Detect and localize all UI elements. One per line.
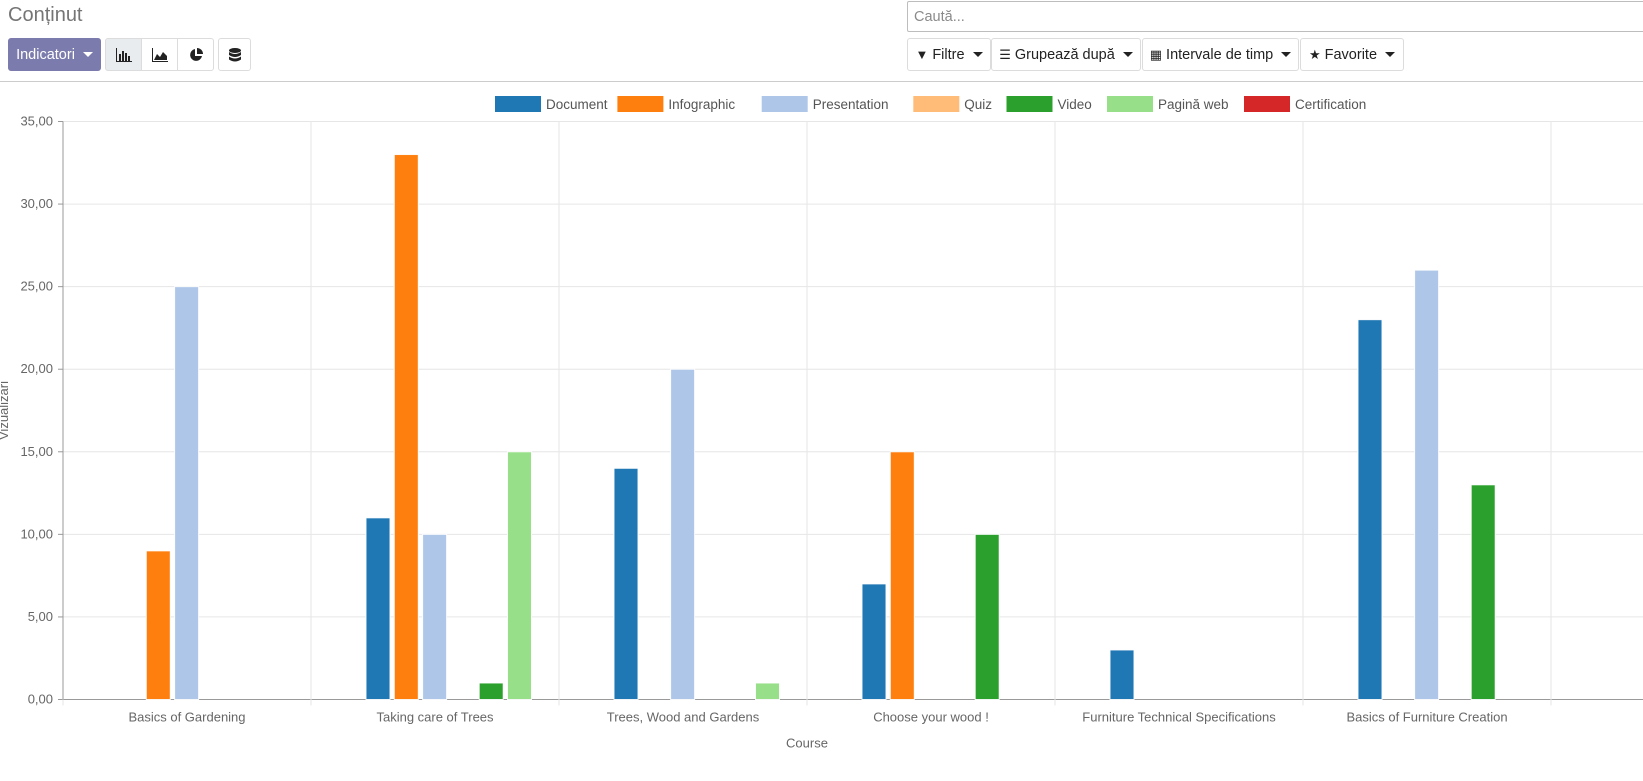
legend-swatch[interactable] (495, 96, 541, 112)
calendar-icon: ▦ (1149, 46, 1163, 62)
header-divider (0, 81, 1643, 82)
x-tick-label: Trees, Wood and Gardens (607, 710, 760, 725)
legend-swatch[interactable] (1006, 96, 1053, 112)
groupby-dropdown-button[interactable]: ☰ Grupează după (991, 38, 1141, 71)
bar-presentation[interactable] (670, 368, 696, 700)
legend-label[interactable]: Certification (1295, 97, 1366, 112)
bar-document[interactable] (613, 467, 639, 700)
bar-presentation[interactable] (174, 286, 200, 700)
measures-dropdown-button[interactable]: Indicatori (8, 38, 101, 71)
legend-label[interactable]: Infographic (668, 97, 735, 112)
favorites-label: Favorite (1324, 46, 1378, 63)
bar-video[interactable] (1470, 484, 1496, 701)
legend-label[interactable]: Presentation (813, 97, 889, 112)
x-tick-label: Basics of Furniture Creation (1346, 710, 1507, 725)
star-icon: ★ (1308, 46, 1321, 62)
legend-swatch[interactable] (1107, 96, 1153, 112)
bar-presentation[interactable] (422, 533, 448, 700)
groupby-label: Grupează după (1014, 46, 1115, 63)
bar-video[interactable] (974, 533, 1000, 700)
bar-document[interactable] (861, 583, 887, 700)
y-tick-label: 0,00 (28, 692, 53, 707)
y-axis-label: Vizualizări (0, 381, 11, 440)
caret-down-icon (972, 52, 983, 57)
bars-icon: ☰ (999, 46, 1011, 62)
x-tick-label: Furniture Technical Specifications (1082, 710, 1276, 725)
bar-infographic[interactable] (889, 451, 915, 700)
bar-pagină-web[interactable] (507, 451, 532, 700)
y-tick-label: 5,00 (28, 609, 53, 624)
chart-type-switcher (105, 38, 214, 71)
filters-dropdown-button[interactable]: ▼ Filtre (907, 38, 991, 71)
timeranges-label: Intervale de timp (1166, 46, 1274, 63)
timeranges-dropdown-button[interactable]: ▦ Intervale de timp (1142, 38, 1299, 71)
bar-document[interactable] (1357, 319, 1383, 701)
page-title: Conținut (8, 4, 83, 26)
y-tick-label: 20,00 (20, 361, 53, 376)
stacked-toggle-button[interactable] (218, 38, 251, 71)
x-tick-label: Choose your wood ! (873, 710, 989, 725)
search-input[interactable] (907, 1, 1643, 32)
y-tick-label: 10,00 (20, 526, 53, 541)
legend-label[interactable]: Quiz (964, 97, 992, 112)
x-axis-label: Course (786, 736, 828, 751)
bar-document[interactable] (365, 517, 391, 701)
x-tick-label: Taking care of Trees (376, 710, 494, 725)
x-tick-label: Basics of Gardening (128, 710, 245, 725)
bar-chart: 0,00 5,00 10,00 15,00 20,00 25,00 30,00 35,00 Ba… (0, 96, 1643, 751)
database-icon (228, 47, 241, 61)
bar-video[interactable] (478, 682, 504, 701)
pie-chart-icon (189, 47, 203, 61)
legend-label[interactable]: Document (546, 97, 608, 112)
legend-swatch[interactable] (761, 96, 808, 112)
bar-chart-icon (115, 47, 132, 62)
legend-swatch[interactable] (913, 96, 960, 112)
favorites-dropdown-button[interactable]: ★ Favorite (1300, 38, 1404, 71)
bar-pagină-web[interactable] (755, 682, 780, 701)
caret-down-icon (1281, 52, 1292, 57)
area-chart-icon (151, 47, 168, 62)
bar-document[interactable] (1109, 649, 1135, 701)
bar-infographic[interactable] (393, 154, 419, 701)
bar-presentation[interactable] (1414, 269, 1440, 700)
bar-infographic[interactable] (145, 550, 171, 700)
bar-chart-view-button[interactable] (105, 38, 142, 71)
filters-label: Filtre (932, 46, 965, 63)
y-tick-label: 15,00 (20, 444, 53, 459)
pie-chart-view-button[interactable] (177, 38, 214, 71)
filter-icon: ▼ (915, 47, 929, 62)
legend-label[interactable]: Video (1058, 97, 1092, 112)
legend-swatch[interactable] (617, 96, 664, 112)
caret-down-icon (82, 52, 93, 57)
y-tick-label: 35,00 (20, 114, 53, 129)
caret-down-icon (1385, 52, 1396, 57)
y-tick-label: 25,00 (20, 279, 53, 294)
y-tick-label: 30,00 (20, 196, 53, 211)
line-chart-view-button[interactable] (141, 38, 178, 71)
caret-down-icon (1122, 52, 1133, 57)
measures-label: Indicatori (16, 46, 75, 63)
legend-label[interactable]: Pagină web (1158, 97, 1229, 112)
legend-swatch[interactable] (1244, 96, 1290, 112)
